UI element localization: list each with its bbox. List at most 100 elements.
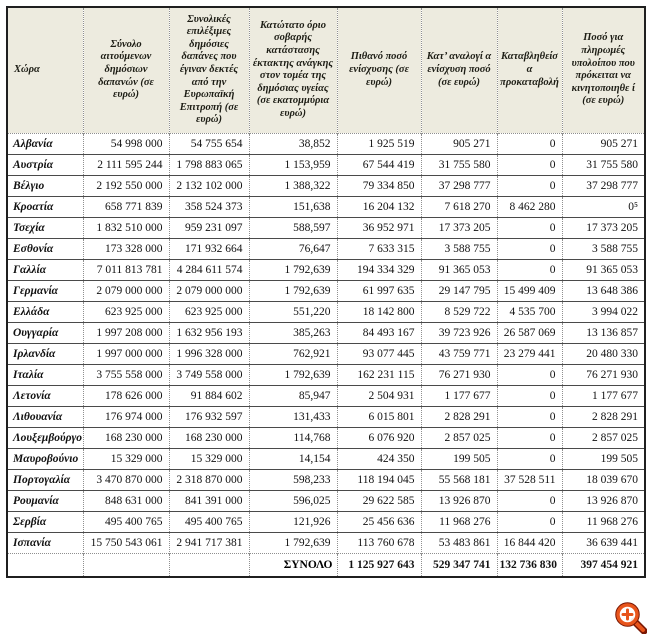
value-cell: 905 271 [561, 132, 645, 154]
value-cell: 1 792,639 [248, 258, 337, 280]
total-empty-cell [168, 552, 249, 577]
value-cell: 1 388,322 [248, 174, 337, 196]
value-cell: 121,926 [248, 510, 337, 532]
value-cell: 623 925 000 [82, 300, 169, 322]
value-cell: 424 350 [336, 447, 421, 469]
value-cell: 18 142 800 [336, 300, 421, 322]
country-cell: Κροατία [7, 195, 83, 217]
value-cell: 13 926 870 [420, 489, 497, 511]
value-cell: 0 [496, 174, 562, 196]
value-cell: 658 771 839 [82, 195, 169, 217]
value-cell: 118 194 045 [336, 468, 421, 490]
value-cell: 2 941 717 381 [168, 531, 249, 553]
value-cell: 13 136 857 [561, 321, 645, 343]
country-cell: Γαλλία [7, 258, 83, 280]
value-cell: 91 365 053 [420, 258, 497, 280]
value-cell: 1 792,639 [248, 279, 337, 301]
table-header: Χώρα Σύνολο αιτούμενων δημόσιων δαπανών … [7, 7, 645, 133]
value-cell: 3 749 558 000 [168, 363, 249, 385]
value-cell: 23 279 441 [496, 342, 562, 364]
value-cell: 31 755 580 [420, 153, 497, 175]
value-cell: 1 632 956 193 [168, 321, 249, 343]
value-cell: 176 974 000 [82, 405, 169, 427]
value-cell: 4 284 611 574 [168, 258, 249, 280]
value-cell: 623 925 000 [168, 300, 249, 322]
value-cell: 43 759 771 [420, 342, 497, 364]
value-cell: 598,233 [248, 468, 337, 490]
country-cell: Βέλγιο [7, 174, 83, 196]
value-cell: 7 618 270 [420, 195, 497, 217]
country-cell: Τσεχία [7, 216, 83, 238]
header-cell-eligible-expenditure: Συνολικές επιλέξιμες δημόσιες δαπάνες πο… [168, 7, 249, 133]
value-cell: 17 373 205 [420, 216, 497, 238]
value-cell: 3 755 558 000 [82, 363, 169, 385]
value-cell: 15 750 543 061 [82, 531, 169, 553]
value-cell: 848 631 000 [82, 489, 169, 511]
table-row: Γαλλία 7 011 813 781 4 284 611 574 1 792… [7, 258, 645, 280]
value-cell: 53 483 861 [420, 531, 497, 553]
value-cell: 0 [496, 426, 562, 448]
total-empty-cell [7, 552, 83, 577]
value-cell: 0 [496, 153, 562, 175]
value-cell: 37 528 511 [496, 468, 562, 490]
value-cell: 171 932 664 [168, 237, 249, 259]
value-cell: 3 470 870 000 [82, 468, 169, 490]
value-cell: 0 [496, 132, 562, 154]
value-cell: 1 925 519 [336, 132, 421, 154]
country-cell: Λουξεμβούργο [7, 426, 83, 448]
table-row: Λιθουανία 176 974 000 176 932 597 131,43… [7, 405, 645, 427]
total-empty-cell [82, 552, 169, 577]
value-cell: 8 462 280 [496, 195, 562, 217]
header-cell-advance-paid: Καταβληθείσ α προκαταβολή [496, 7, 562, 133]
value-cell: 31 755 580 [561, 153, 645, 175]
value-cell: 54 998 000 [82, 132, 169, 154]
header-cell-emergency-threshold: Κατώτατο όριο σοβαρής κατάστασης έκτακτη… [248, 7, 337, 133]
value-cell: 1 832 510 000 [82, 216, 169, 238]
value-cell: 93 077 445 [336, 342, 421, 364]
value-cell: 0 [496, 363, 562, 385]
table-row: Ιρλανδία 1 997 000 000 1 996 328 000 762… [7, 342, 645, 364]
country-cell: Αλβανία [7, 132, 83, 154]
value-cell: 495 400 765 [82, 510, 169, 532]
country-cell: Ιρλανδία [7, 342, 83, 364]
value-cell: 76 271 930 [561, 363, 645, 385]
value-cell: 2 132 102 000 [168, 174, 249, 196]
value-cell: 841 391 000 [168, 489, 249, 511]
value-cell: 2 857 025 [561, 426, 645, 448]
country-cell: Ρουμανία [7, 489, 83, 511]
value-cell: 85,947 [248, 384, 337, 406]
header-cell-country: Χώρα [7, 7, 83, 133]
value-cell: 29 622 585 [336, 489, 421, 511]
header-cell-requested-expenditure: Σύνολο αιτούμενων δημόσιων δαπανών (σε ε… [82, 7, 169, 133]
table-row: Ελλάδα 623 925 000 623 925 000 551,220 1… [7, 300, 645, 322]
table-row: Λουξεμβούργο 168 230 000 168 230 000 114… [7, 426, 645, 448]
value-cell: 36 952 971 [336, 216, 421, 238]
value-cell: 91 365 053 [561, 258, 645, 280]
value-cell: 8 529 722 [420, 300, 497, 322]
value-cell: 1 177 677 [420, 384, 497, 406]
country-cell: Ισπανία [7, 531, 83, 553]
table-row: Πορτογαλία 3 470 870 000 2 318 870 000 5… [7, 468, 645, 490]
value-cell: 151,638 [248, 195, 337, 217]
value-cell: 2 318 870 000 [168, 468, 249, 490]
country-cell: Μαυροβούνιο [7, 447, 83, 469]
value-cell: 15 329 000 [168, 447, 249, 469]
total-label-cell: ΣΥΝΟΛΟ [248, 552, 337, 577]
value-cell: 16 204 132 [336, 195, 421, 217]
table-body: Αλβανία 54 998 000 54 755 654 38,852 1 9… [7, 132, 645, 553]
zoom-magnifier-icon[interactable] [614, 601, 648, 635]
total-balance-cell: 397 454 921 [561, 552, 645, 577]
value-cell: 13 648 386 [561, 279, 645, 301]
table-row: Μαυροβούνιο 15 329 000 15 329 000 14,154… [7, 447, 645, 469]
value-cell: 0 [496, 405, 562, 427]
total-row: ΣΥΝΟΛΟ 1 125 927 643 529 347 741 132 736… [7, 552, 645, 577]
value-cell: 61 997 635 [336, 279, 421, 301]
document-page: Χώρα Σύνολο αιτούμενων δημόσιων δαπανών … [0, 6, 650, 637]
value-cell: 91 884 602 [168, 384, 249, 406]
table-row: Εσθονία 173 328 000 171 932 664 76,647 7… [7, 237, 645, 259]
table-row: Αλβανία 54 998 000 54 755 654 38,852 1 9… [7, 132, 645, 154]
value-cell: 113 760 678 [336, 531, 421, 553]
header-row: Χώρα Σύνολο αιτούμενων δημόσιων δαπανών … [7, 7, 645, 133]
value-cell: 11 968 276 [561, 510, 645, 532]
table-row: Σερβία 495 400 765 495 400 765 121,926 2… [7, 510, 645, 532]
